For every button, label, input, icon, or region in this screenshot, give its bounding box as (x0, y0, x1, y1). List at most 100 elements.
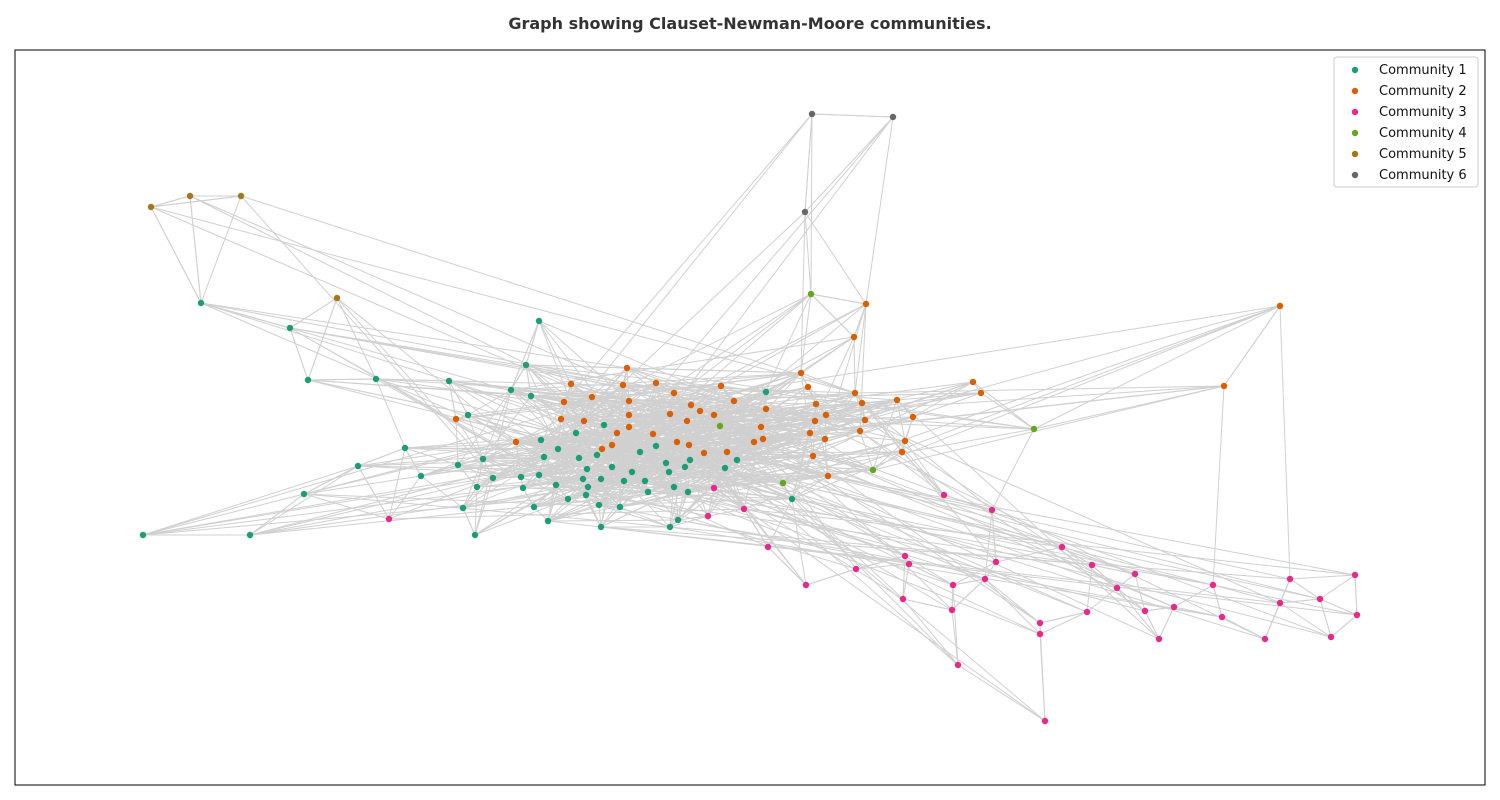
graph-edge (1279, 305, 1291, 580)
node-community-5 (333, 294, 341, 302)
node-community-4 (1030, 425, 1038, 433)
node-community-2 (649, 430, 657, 438)
graph-edge (482, 458, 569, 500)
graph-edge (782, 305, 1281, 484)
graph-edge (543, 211, 806, 458)
graph-edge (827, 475, 1356, 576)
node-community-1 (139, 531, 147, 539)
graph-edge (713, 414, 784, 484)
graph-edge (1264, 578, 1291, 640)
node-community-6 (801, 208, 809, 216)
graph-edge (462, 458, 484, 509)
node-community-3 (954, 661, 962, 669)
legend-label-community-4: Community 4 (1379, 126, 1467, 141)
graph-edge (150, 206, 856, 394)
graph-edge (628, 426, 1046, 722)
graph-edge (861, 402, 993, 511)
node-community-2 (812, 400, 820, 408)
graph-edge (707, 293, 812, 517)
legend-marker-community-3 (1351, 108, 1359, 116)
node-community-1 (652, 442, 660, 450)
graph-edge (810, 293, 855, 338)
node-community-1 (246, 531, 254, 539)
node-community-3 (1041, 717, 1049, 725)
graph-edge (457, 389, 512, 466)
graph-edge (307, 378, 377, 381)
graph-edge (824, 303, 867, 440)
node-community-2 (560, 398, 568, 406)
node-community-3 (704, 512, 712, 520)
graph-edge (804, 116, 894, 213)
graph-edge (972, 381, 1035, 430)
graph-edge (336, 297, 517, 443)
graph-edge (628, 303, 867, 428)
graph-edge (687, 428, 1035, 493)
legend-label-community-6: Community 6 (1379, 168, 1467, 183)
graph-edge (289, 327, 309, 381)
graph-edge (765, 408, 874, 471)
graph-edge (669, 413, 807, 586)
graph-edge (805, 568, 857, 586)
node-community-2 (670, 389, 678, 397)
graph-edge (474, 486, 478, 536)
node-community-1 (684, 488, 692, 496)
node-community-2 (898, 448, 906, 456)
graph-edge (1279, 602, 1332, 638)
graph-edge (596, 293, 812, 456)
graph-edge (984, 578, 1041, 635)
graph-edge (707, 508, 745, 517)
graph-edge (525, 364, 585, 422)
graph-edge (601, 448, 1332, 638)
graph-edge (598, 504, 671, 528)
legend-label-community-2: Community 2 (1379, 84, 1467, 99)
node-community-3 (852, 565, 860, 573)
node-community-3 (385, 515, 393, 523)
node-community-3 (740, 505, 748, 513)
node-community-5 (237, 192, 245, 200)
graph-edge (760, 426, 1175, 608)
graph-edge (827, 475, 1291, 580)
node-community-1 (662, 459, 670, 467)
node-community-2 (452, 415, 460, 423)
node-community-2 (683, 417, 691, 425)
node-community-1 (454, 461, 462, 469)
node-community-1 (459, 504, 467, 512)
node-community-1 (600, 421, 608, 429)
graph-edge (142, 493, 305, 536)
node-community-3 (1276, 599, 1284, 607)
node-community-1 (665, 468, 673, 476)
graph-edge (189, 195, 202, 304)
node-community-1 (644, 488, 652, 496)
node-community-3 (948, 606, 956, 614)
node-community-1 (401, 444, 409, 452)
node-community-3 (1209, 581, 1217, 589)
node-community-2 (717, 382, 725, 390)
node-community-3 (992, 558, 1000, 566)
node-community-3 (764, 543, 772, 551)
graph-edge (669, 293, 812, 415)
graph-edge (336, 297, 377, 380)
graph-edge (1039, 611, 1088, 624)
graph-edge (902, 598, 959, 666)
node-community-3 (940, 491, 948, 499)
node-community-4 (716, 422, 724, 430)
node-community-2 (652, 379, 660, 387)
graph-edge (388, 475, 422, 520)
node-community-4 (869, 466, 877, 474)
graph-edge (1033, 305, 1281, 430)
node-community-1 (595, 501, 603, 509)
graph-edge (563, 113, 813, 403)
graph-edge (555, 484, 649, 493)
node-community-3 (1353, 611, 1361, 619)
graph-edge (743, 508, 1356, 576)
node-community-2 (625, 411, 633, 419)
graph-edge (388, 508, 745, 520)
node-community-2 (861, 416, 869, 424)
graph-edge (336, 297, 484, 460)
graph-edge (689, 459, 1063, 548)
graph-edge (655, 445, 904, 600)
graph-edge (578, 457, 584, 480)
node-community-1 (554, 445, 562, 453)
node-community-1 (686, 456, 694, 464)
graph-edge (543, 456, 587, 496)
